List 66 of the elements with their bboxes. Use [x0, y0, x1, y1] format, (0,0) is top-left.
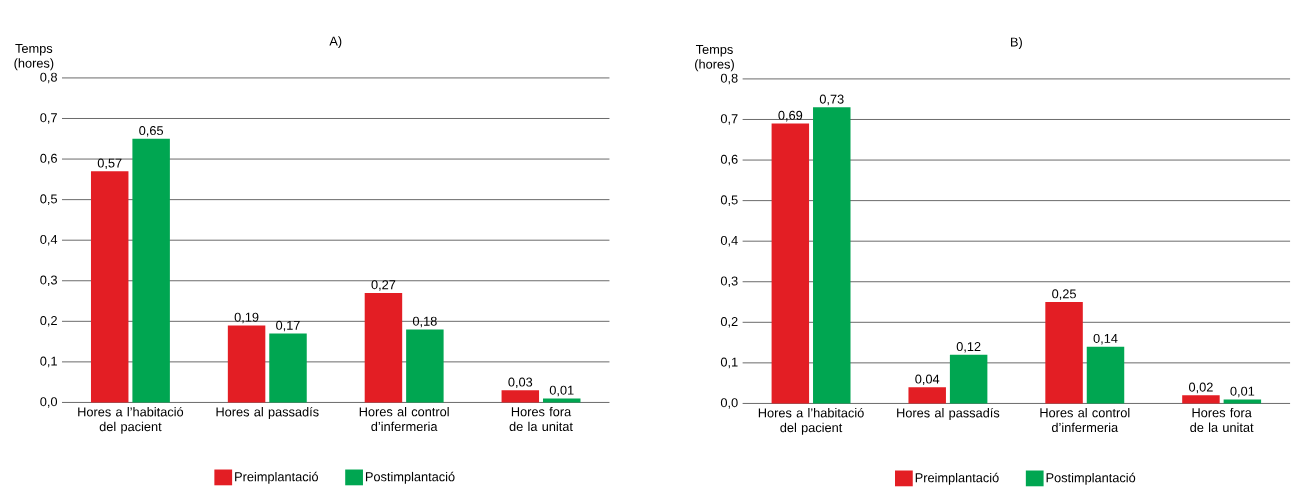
data-label: 0,17: [276, 320, 300, 332]
data-label: 0,19: [234, 312, 259, 324]
bar: [90, 171, 129, 403]
y-axis-title: Temps (hores): [14, 43, 54, 71]
bar: [949, 354, 988, 404]
data-label: 0,02: [1188, 382, 1213, 394]
x-tick-label: Hores a l’habitació del pacient: [758, 407, 864, 435]
data-label: 0,14: [1093, 333, 1118, 345]
bar: [1182, 395, 1220, 404]
y-tick-label: 0,7: [40, 113, 57, 124]
x-tick-label: Hores al control d’infermeria: [1040, 407, 1130, 432]
bar: [1086, 346, 1125, 404]
bar: [364, 292, 403, 403]
x-tick-label: Hores al passadís: [216, 406, 319, 419]
bar: [1223, 399, 1262, 404]
data-label: 0,18: [412, 316, 437, 328]
legend-label: Postimplantació: [365, 471, 455, 484]
y-tick-label: 0,8: [720, 73, 738, 85]
bar: [269, 333, 307, 403]
data-label: 0,27: [371, 280, 396, 291]
x-tick-label: Hores al control d’infermeria: [359, 406, 449, 431]
data-label: 0,57: [97, 158, 122, 169]
bar: [406, 329, 444, 403]
chart-title: B): [1011, 37, 1022, 49]
y-tick-label: 0,3: [40, 275, 57, 286]
data-label: 0,25: [1052, 289, 1076, 300]
y-tick-label: 0,1: [40, 356, 57, 368]
data-label: 0,04: [915, 374, 940, 385]
data-label: 0,73: [819, 94, 844, 106]
data-label: 0,69: [778, 110, 803, 122]
y-tick-label: 0,3: [720, 276, 738, 287]
y-tick-label: 0,4: [40, 234, 58, 246]
y-tick-label: 0,0: [720, 398, 738, 409]
y-tick-label: 0,8: [40, 72, 57, 84]
y-tick-label: 0,2: [40, 315, 57, 327]
data-label: 0,01: [1230, 386, 1255, 398]
y-tick-label: 0,2: [720, 316, 738, 328]
y-tick-label: 0,1: [720, 357, 738, 369]
data-label: 0,03: [508, 377, 533, 388]
x-tick-label: Hores fora de la unitat: [509, 406, 573, 431]
bar: [501, 390, 540, 403]
bar: [813, 107, 851, 404]
data-label: 0,01: [549, 385, 574, 397]
y-tick-label: 0,7: [720, 114, 738, 125]
legend-label: Postimplantació: [1046, 472, 1136, 485]
data-label: 0,65: [139, 125, 164, 137]
y-tick-label: 0,6: [720, 154, 738, 166]
y-tick-label: 0,6: [40, 153, 57, 165]
y-tick-label: 0,5: [720, 195, 738, 206]
y-tick-label: 0,5: [40, 194, 57, 205]
x-tick-label: Hores a l’habitació del pacient: [78, 406, 184, 434]
legend-label: Preimplantació: [235, 471, 319, 484]
y-axis-title: Temps (hores): [695, 44, 734, 72]
bar: [771, 123, 810, 404]
bar: [542, 398, 581, 403]
y-tick-label: 0,0: [40, 397, 58, 408]
x-tick-label: Hores al passadís: [897, 407, 1000, 420]
bar: [132, 138, 170, 403]
bar: [1045, 301, 1083, 404]
x-tick-label: Hores fora de la unitat: [1190, 407, 1254, 432]
bar: [227, 325, 266, 403]
chart-title: A): [329, 36, 342, 48]
bar: [908, 387, 946, 404]
y-tick-label: 0,4: [720, 235, 738, 247]
legend-label: Preimplantació: [915, 472, 999, 485]
data-label: 0,12: [956, 341, 981, 353]
